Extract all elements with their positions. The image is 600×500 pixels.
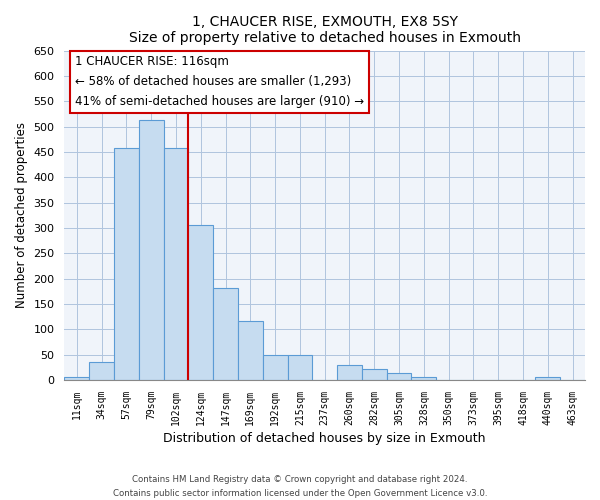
Bar xyxy=(188,226,213,380)
Bar xyxy=(362,370,386,380)
Title: 1, CHAUCER RISE, EXMOUTH, EX8 5SY
Size of property relative to detached houses i: 1, CHAUCER RISE, EXMOUTH, EX8 5SY Size o… xyxy=(129,15,521,45)
Bar xyxy=(114,148,139,380)
Bar xyxy=(164,148,188,380)
X-axis label: Distribution of detached houses by size in Exmouth: Distribution of detached houses by size … xyxy=(163,432,486,445)
Bar xyxy=(263,354,287,380)
Bar xyxy=(535,376,560,380)
Bar xyxy=(238,321,263,380)
Y-axis label: Number of detached properties: Number of detached properties xyxy=(15,122,28,308)
Bar xyxy=(337,366,362,380)
Bar xyxy=(89,362,114,380)
Bar xyxy=(139,120,164,380)
Bar xyxy=(386,374,412,380)
Bar xyxy=(213,288,238,380)
Text: 1 CHAUCER RISE: 116sqm
← 58% of detached houses are smaller (1,293)
41% of semi-: 1 CHAUCER RISE: 116sqm ← 58% of detached… xyxy=(75,56,364,108)
Bar xyxy=(287,354,313,380)
Bar xyxy=(412,376,436,380)
Bar xyxy=(64,376,89,380)
Text: Contains HM Land Registry data © Crown copyright and database right 2024.
Contai: Contains HM Land Registry data © Crown c… xyxy=(113,476,487,498)
